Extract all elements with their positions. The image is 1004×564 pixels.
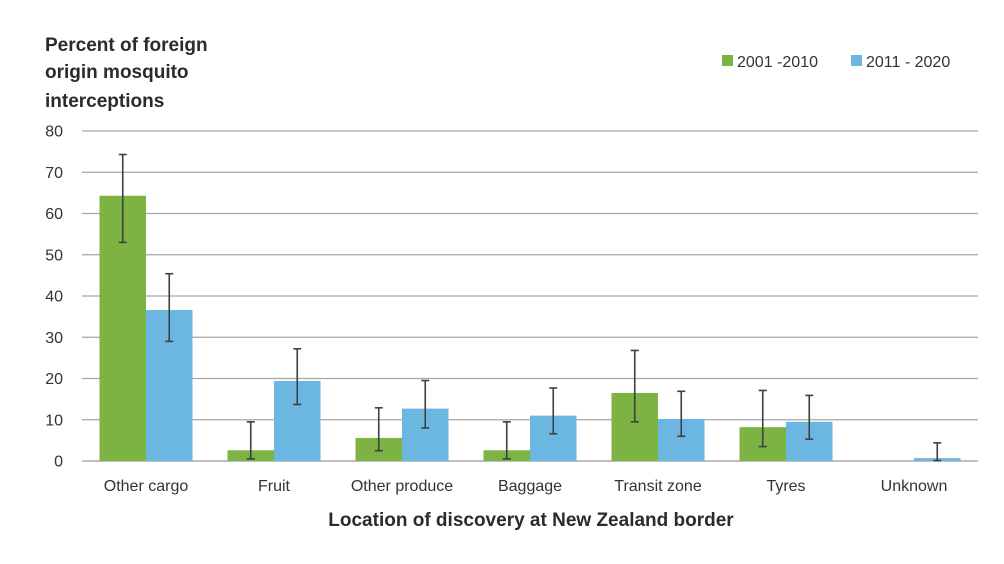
y-axis-title-line-3: interceptions [45, 91, 164, 112]
errorbar-unknown-2011-2020 [933, 442, 942, 462]
y-tick-labels: 0 10 20 30 40 50 60 70 80 [45, 124, 63, 471]
gridlines [82, 130, 978, 462]
legend-swatch-2011-2020 [851, 55, 862, 66]
y-tick-60: 60 [45, 206, 63, 223]
legend-swatch-2001-2010 [722, 55, 733, 66]
errorbar-tyres-2001-2010 [758, 389, 767, 448]
errorbar-other-produce-2011-2020 [421, 379, 430, 429]
errorbar-baggage-2001-2010 [502, 421, 511, 460]
errorbar-fruit-2001-2010 [246, 421, 255, 460]
y-axis-title-line-2: origin mosquito [45, 62, 189, 83]
errorbar-transit-zone-2011-2020 [677, 390, 686, 438]
y-tick-80: 80 [45, 124, 63, 141]
legend-label-2001-2010: 2001 -2010 [737, 54, 818, 71]
y-axis-title-line-1: Percent of foreign [45, 35, 208, 56]
bars [99, 195, 961, 461]
errorbar-other-cargo-2001-2010 [118, 153, 127, 244]
x-tick-other-cargo: Other cargo [104, 478, 189, 495]
y-tick-10: 10 [45, 412, 63, 429]
errorbar-tyres-2011-2020 [805, 394, 814, 440]
x-tick-tyres: Tyres [766, 478, 805, 495]
y-tick-40: 40 [45, 289, 63, 306]
legend-label-2011-2020: 2011 - 2020 [866, 54, 950, 71]
errorbar-other-cargo-2011-2020 [165, 272, 174, 343]
x-tick-labels: Other cargo Fruit Other produce Baggage Tran… [104, 478, 948, 495]
y-tick-30: 30 [45, 330, 63, 347]
x-tick-unknown: Unknown [881, 478, 948, 495]
x-tick-baggage: Baggage [498, 478, 562, 495]
y-tick-50: 50 [45, 247, 63, 264]
y-tick-20: 20 [45, 371, 63, 388]
y-tick-70: 70 [45, 165, 63, 182]
x-tick-other-produce: Other produce [351, 478, 453, 495]
legend: 2001 -2010 2011 - 2020 [722, 54, 950, 71]
errorbar-transit-zone-2001-2010 [630, 349, 639, 423]
errorbar-fruit-2011-2020 [293, 347, 302, 406]
error-bars [118, 153, 942, 462]
x-tick-fruit: Fruit [258, 478, 291, 495]
y-tick-0: 0 [54, 454, 63, 471]
errorbar-other-produce-2001-2010 [374, 406, 383, 452]
x-tick-transit-zone: Transit zone [614, 478, 702, 495]
x-axis-title: Location of discovery at New Zealand bor… [328, 510, 734, 531]
errorbar-baggage-2011-2020 [549, 387, 558, 435]
